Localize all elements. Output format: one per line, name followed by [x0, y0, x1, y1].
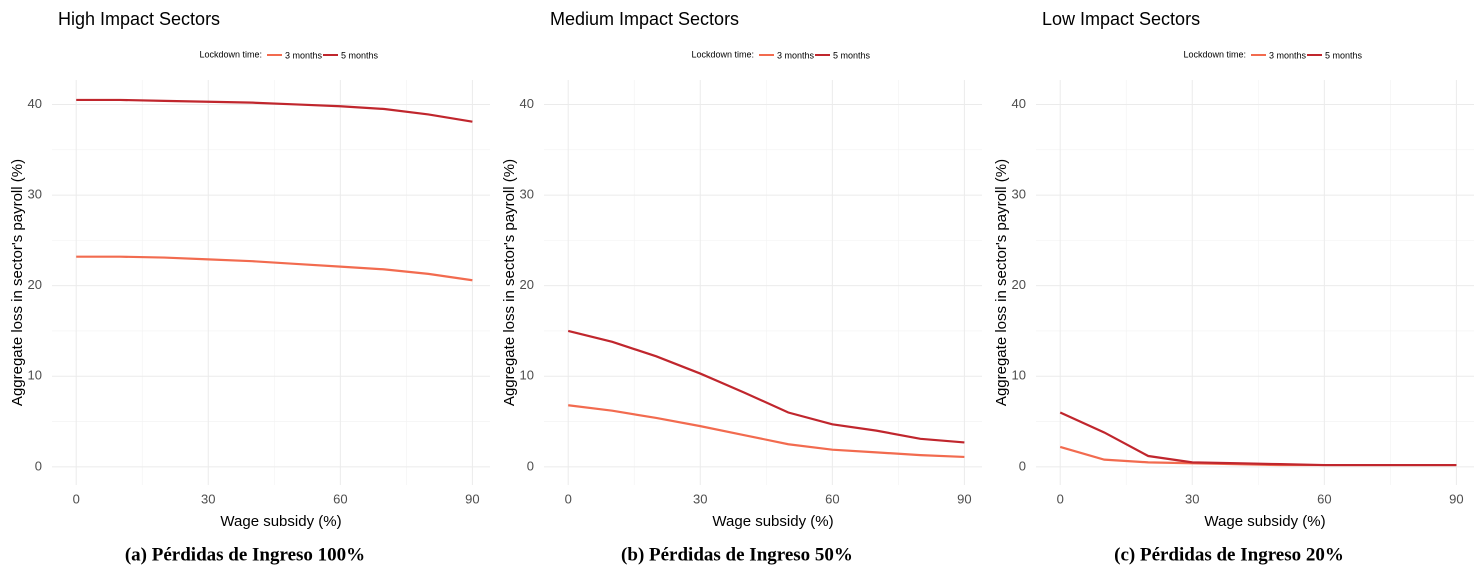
x-tick-label: 90 — [957, 491, 971, 506]
y-tick-label: 0 — [35, 458, 42, 473]
series-line — [76, 98, 473, 123]
x-tick-label: 30 — [693, 491, 707, 506]
x-axis-label: Wage subsidy (%) — [712, 513, 833, 530]
legend-title: Lockdown time: — [691, 49, 754, 59]
y-tick-label: 40 — [1012, 96, 1026, 111]
series-line — [568, 404, 965, 459]
x-axis-label: Wage subsidy (%) — [220, 513, 341, 530]
series-line — [76, 255, 473, 282]
legend-label: 5 months — [341, 50, 379, 60]
y-tick-label: 10 — [520, 368, 534, 383]
y-tick-label: 10 — [28, 368, 42, 383]
x-tick-label: 60 — [1317, 491, 1331, 506]
caption: (c) Pérdidas de Ingreso 20% — [1114, 544, 1344, 565]
x-tick-label: 90 — [465, 491, 479, 506]
legend-title: Lockdown time: — [199, 49, 262, 59]
legend-label: 5 months — [833, 50, 871, 60]
x-axis-label: Wage subsidy (%) — [1204, 513, 1325, 530]
panel: 0 30 60 90 0 10 20 30 40 Medium Impact Sectors Loc… — [501, 9, 982, 565]
legend-label: 3 months — [1269, 50, 1307, 60]
x-tick-label: 0 — [73, 491, 80, 506]
legend-label: 5 months — [1325, 50, 1363, 60]
y-tick-label: 10 — [1012, 368, 1026, 383]
chart-title: Low Impact Sectors — [1042, 9, 1200, 29]
y-tick-label: 30 — [520, 187, 534, 202]
chart-title: High Impact Sectors — [58, 9, 220, 29]
y-tick-label: 40 — [520, 96, 534, 111]
y-axis-label: Aggregate loss in sector's payroll (%) — [501, 159, 518, 406]
x-tick-label: 30 — [201, 491, 215, 506]
y-tick-label: 20 — [1012, 277, 1026, 292]
legend-title: Lockdown time: — [1183, 49, 1246, 59]
x-tick-label: 0 — [1057, 491, 1064, 506]
y-tick-label: 40 — [28, 96, 42, 111]
x-tick-label: 0 — [565, 491, 572, 506]
y-tick-label: 0 — [1019, 458, 1026, 473]
series-line — [567, 329, 965, 444]
y-tick-label: 30 — [1012, 187, 1026, 202]
series-line — [1059, 411, 1457, 467]
legend-label: 3 months — [285, 50, 323, 60]
x-tick-label: 30 — [1185, 491, 1199, 506]
y-tick-label: 30 — [28, 187, 42, 202]
panel: 0 30 60 90 0 10 20 30 40 High Impact Sectors Lockd… — [9, 9, 490, 565]
y-tick-label: 0 — [527, 458, 534, 473]
caption: (a) Pérdidas de Ingreso 100% — [125, 544, 365, 565]
y-axis-label: Aggregate loss in sector's payroll (%) — [993, 159, 1010, 406]
chart-title: Medium Impact Sectors — [550, 9, 739, 29]
caption: (b) Pérdidas de Ingreso 50% — [621, 544, 853, 565]
y-tick-label: 20 — [28, 277, 42, 292]
x-tick-label: 60 — [825, 491, 839, 506]
y-axis-label: Aggregate loss in sector's payroll (%) — [9, 159, 26, 406]
y-tick-label: 20 — [520, 277, 534, 292]
x-tick-label: 60 — [333, 491, 347, 506]
panel: 0 30 60 90 0 10 20 30 40 Low Impact Sectors Lockdo… — [993, 9, 1474, 565]
legend-label: 3 months — [777, 50, 815, 60]
x-tick-label: 90 — [1449, 491, 1463, 506]
